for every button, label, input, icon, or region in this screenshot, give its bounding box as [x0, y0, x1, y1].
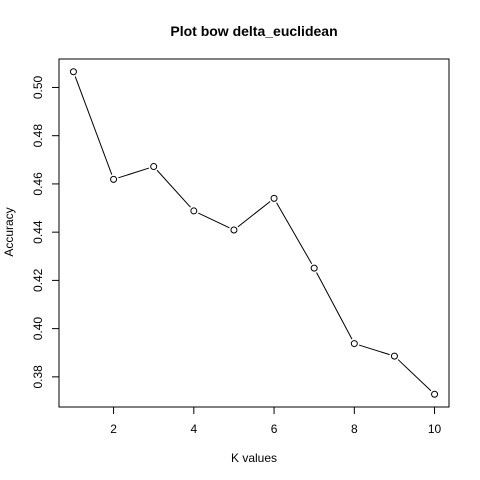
series-segment — [237, 201, 271, 228]
data-point — [431, 390, 439, 398]
data-point — [270, 194, 278, 202]
y-tick-label: 0.50 — [31, 75, 45, 99]
series-segment — [198, 212, 230, 229]
series-segment — [276, 202, 313, 265]
x-axis: 2 4 6 8 10 — [110, 406, 442, 436]
y-tick-label: 0.44 — [31, 220, 45, 244]
series-segment — [358, 344, 390, 356]
chart-title: Plot bow delta_euclidean — [170, 23, 337, 39]
plot-frame — [58, 58, 450, 408]
data-point — [110, 175, 118, 183]
data-point — [190, 207, 198, 215]
series-segment — [74, 76, 113, 175]
x-tick-label: 4 — [190, 422, 197, 436]
data-series — [74, 76, 432, 392]
x-tick-label: 6 — [271, 422, 278, 436]
y-tick-label: 0.42 — [31, 268, 45, 292]
y-axis-label: Accuracy — [2, 207, 16, 256]
data-point — [230, 226, 238, 234]
data-point — [390, 352, 398, 360]
series-segment — [156, 169, 191, 208]
x-tick-label: 2 — [110, 422, 117, 436]
data-point — [350, 340, 358, 348]
y-axis: 0.38 0.40 0.42 0.44 0.46 0.48 0.50 — [31, 75, 59, 389]
x-tick-label: 10 — [428, 422, 442, 436]
x-tick-label: 8 — [351, 422, 358, 436]
y-tick-label: 0.40 — [31, 317, 45, 341]
series-segment — [316, 272, 353, 340]
x-axis-label: K values — [231, 451, 277, 465]
data-point — [310, 264, 318, 272]
y-tick-label: 0.38 — [31, 365, 45, 389]
data-point — [69, 68, 77, 76]
data-point — [150, 163, 158, 171]
series-segment — [397, 359, 432, 392]
data-points — [69, 68, 439, 398]
series-segment — [118, 167, 150, 179]
y-tick-label: 0.48 — [31, 124, 45, 148]
y-tick-label: 0.46 — [31, 172, 45, 196]
